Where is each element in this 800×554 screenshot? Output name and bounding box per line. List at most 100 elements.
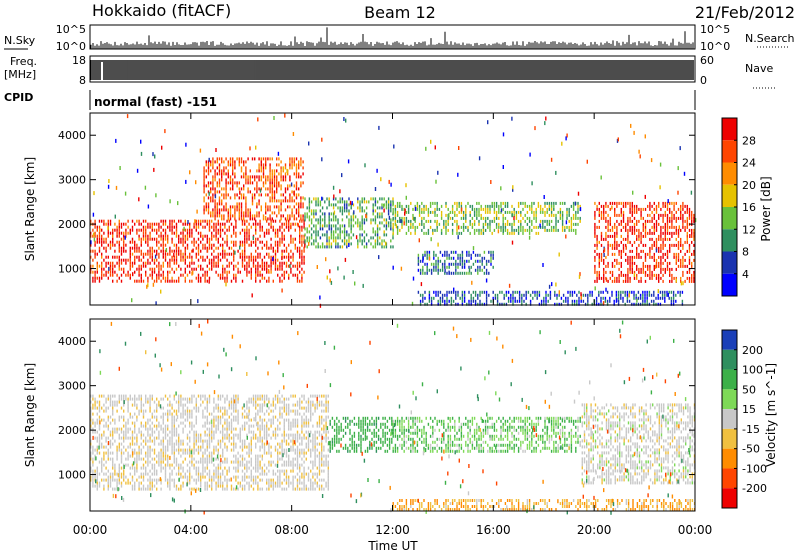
echo-cell [405, 195, 407, 200]
echo-cell [636, 267, 638, 271]
echo-cell [560, 296, 563, 300]
echo-cell [363, 200, 366, 204]
echo-cell [138, 451, 140, 455]
echo-cell [120, 460, 123, 464]
echo-cell [478, 219, 480, 223]
echo-cell [474, 290, 477, 294]
echo-cell [675, 216, 677, 220]
echo-cell [125, 273, 127, 277]
echo-cell [328, 218, 330, 222]
echo-cell [301, 276, 303, 280]
echo-cell [273, 184, 276, 188]
echo-cell [332, 218, 335, 222]
echo-cell [614, 237, 616, 241]
echo-cell [491, 204, 493, 208]
echo-cell [492, 256, 494, 260]
echo-cell [258, 169, 260, 173]
echo-cell [335, 236, 337, 240]
echo-cell [289, 166, 291, 170]
echo-cell [202, 225, 204, 229]
echo-cell [350, 227, 352, 231]
echo-cell [109, 394, 112, 398]
echo-cell [605, 216, 607, 220]
echo-cell [440, 204, 443, 208]
echo-cell [603, 207, 605, 211]
echo-cell [452, 250, 455, 254]
echo-cell [427, 207, 430, 211]
echo-cell [631, 302, 633, 306]
echo-cell [622, 296, 624, 300]
echo-cell [529, 299, 532, 303]
echo-cell [461, 293, 464, 297]
echo-cell [439, 268, 442, 272]
echo-cell [631, 231, 633, 235]
echo-cell [513, 216, 515, 221]
echo-cell [546, 219, 548, 223]
echo-cell [129, 472, 131, 476]
echo-cell [539, 219, 542, 223]
echo-cell [660, 258, 662, 262]
echo-cell [403, 216, 405, 220]
echo-cell [471, 207, 474, 211]
echo-cell [655, 258, 658, 262]
echo-cell [544, 210, 546, 214]
echo-cell [105, 472, 107, 476]
echo-cell [361, 200, 363, 204]
echo-cell [255, 270, 257, 274]
echo-cell [352, 224, 355, 228]
echo-cell [559, 207, 562, 211]
echo-cell [238, 163, 240, 167]
echo-cell [644, 234, 647, 238]
echo-cell [370, 236, 372, 240]
echo-cell [607, 252, 609, 256]
echo-cell [535, 207, 537, 211]
echo-cell [660, 213, 662, 217]
echo-cell [502, 207, 504, 211]
echo-cell [644, 264, 647, 268]
echo-cell [278, 208, 280, 212]
echo-cell [603, 253, 605, 257]
echo-cell [691, 210, 693, 214]
echo-cell [271, 187, 273, 191]
freq-tick-low: 8 [79, 74, 86, 87]
echo-cell [401, 225, 403, 229]
echo-cell [248, 237, 250, 241]
echo-cell [614, 240, 616, 244]
echo-cell [211, 252, 213, 256]
echo-cell [419, 299, 422, 303]
echo-cell [227, 175, 229, 179]
echo-cell [456, 228, 458, 232]
echo-cell [145, 234, 147, 238]
echo-cell [138, 249, 140, 253]
echo-cell [259, 228, 261, 232]
echo-cell [504, 216, 507, 220]
echo-cell [112, 400, 114, 404]
colorbar-segment [722, 118, 737, 141]
echo-cell [225, 178, 227, 182]
echo-cell [478, 156, 481, 161]
echo-cell [207, 160, 210, 164]
echo-cell [202, 219, 204, 223]
echo-cell [203, 169, 205, 173]
echo-cell [598, 276, 600, 280]
echo-cell [304, 239, 306, 243]
echo-cell [644, 273, 647, 277]
colorbar-segment [722, 229, 737, 252]
cpid-label: CPID [4, 91, 33, 104]
echo-cell [578, 299, 580, 303]
echo-cell [419, 302, 422, 306]
echo-cell [326, 197, 328, 201]
echo-cell [426, 265, 428, 269]
echo-cell [271, 217, 273, 221]
echo-cell [638, 252, 640, 256]
echo-cell [134, 487, 136, 491]
echo-cell [446, 302, 448, 306]
echo-cell [125, 436, 127, 440]
echo-cell [414, 225, 416, 229]
echo-cell [332, 197, 335, 201]
echo-cell [118, 261, 120, 265]
echo-cell [495, 213, 498, 217]
echo-cell [405, 216, 408, 220]
echo-cell [162, 234, 164, 238]
echo-cell [594, 279, 596, 283]
